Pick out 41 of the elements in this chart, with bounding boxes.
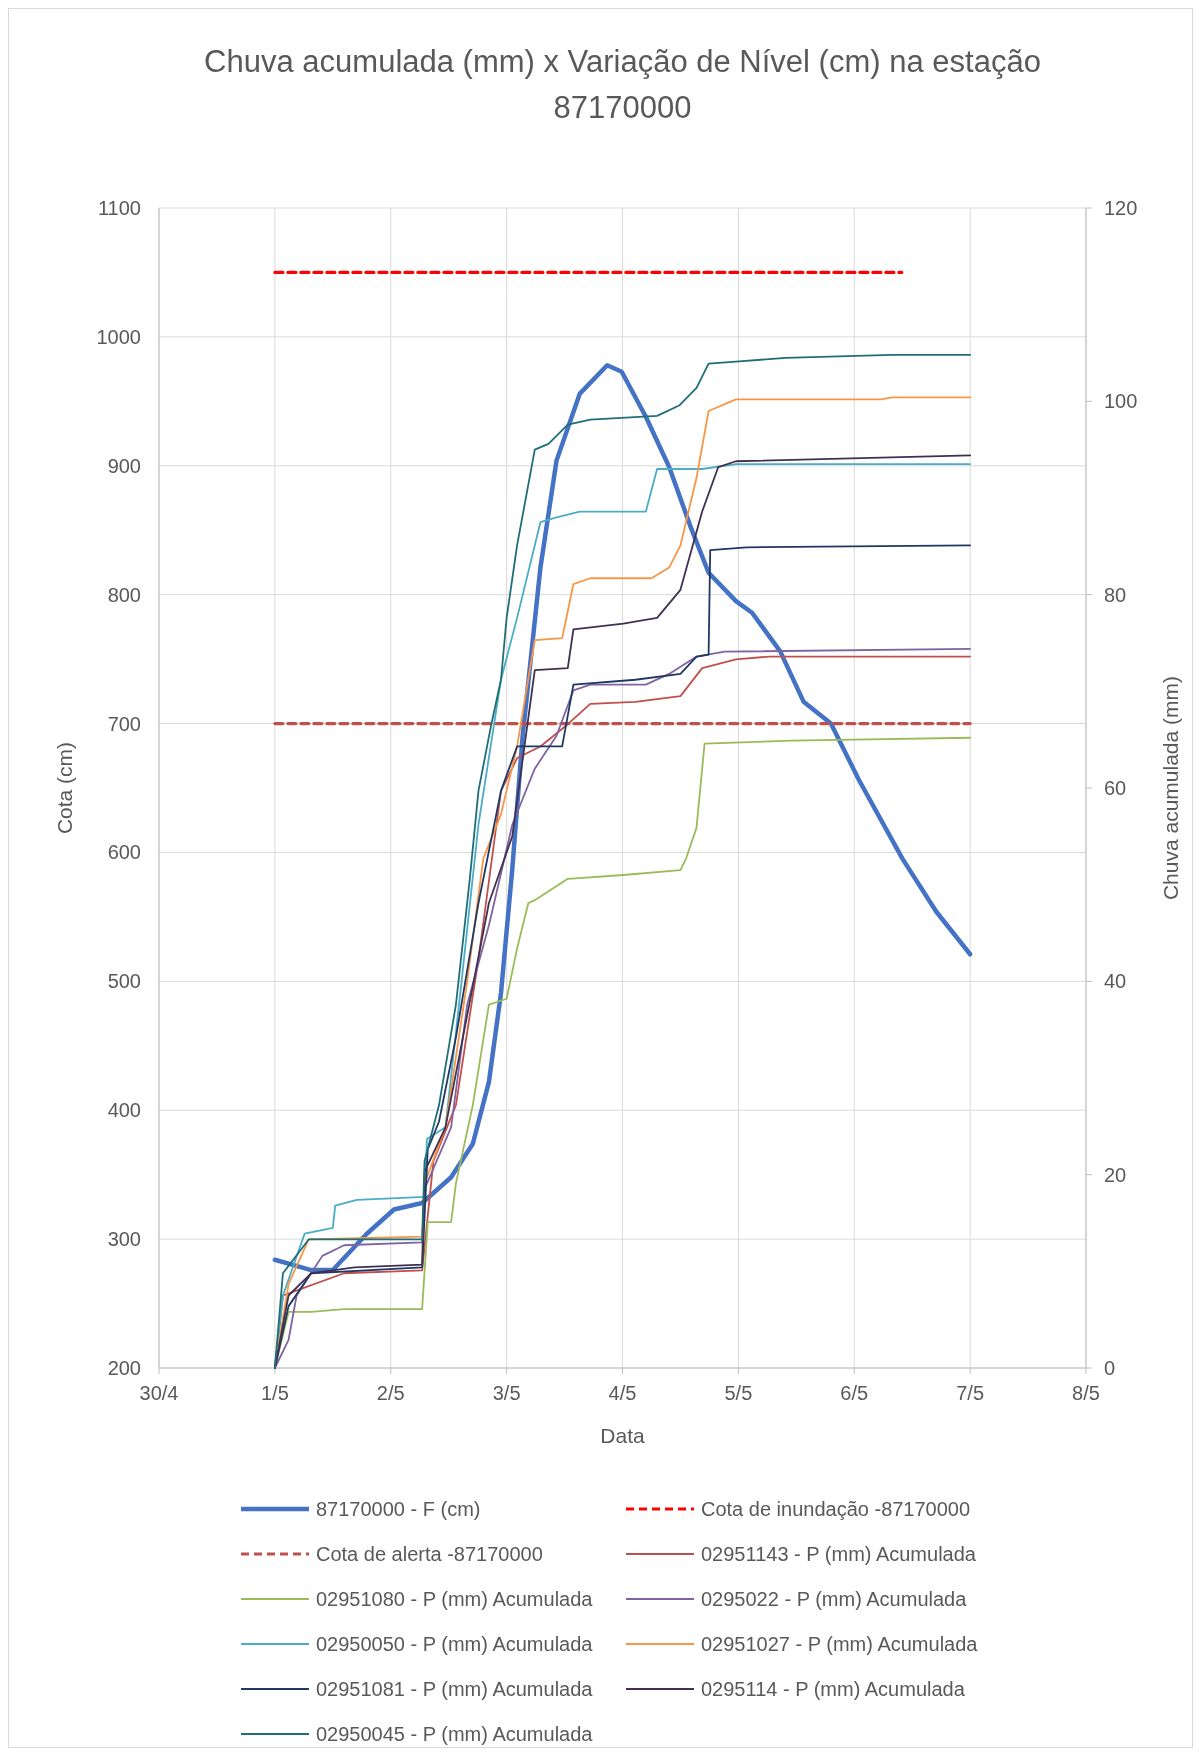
y-tick-label: 600 (107, 841, 141, 864)
legend-label: 02951080 - P (mm) Acumulada (316, 1588, 594, 1610)
y2-tick-label: 100 (1104, 390, 1138, 413)
legend-label: 02950045 - P (mm) Acumulada (316, 1723, 594, 1745)
y-tick-label: 500 (107, 970, 141, 993)
x-tick-label: 4/5 (608, 1382, 637, 1404)
legend-label: 02951143 - P (mm) Acumulada (701, 1543, 977, 1565)
y2-tick-label: 0 (1104, 1357, 1116, 1379)
y2-tick-label: 20 (1104, 1163, 1127, 1186)
x-tick-label: 6/5 (840, 1382, 869, 1404)
y-tick-label: 300 (107, 1228, 141, 1251)
x-tick-label: 3/5 (492, 1382, 521, 1404)
y-tick-label: 1000 (96, 325, 141, 348)
chart-title: Chuva acumulada (mm) x Variação de Nível (cm) na estação 87170000 (204, 44, 1041, 125)
legend-label: 02951027 - P (mm) Acumulada (701, 1633, 979, 1655)
y-tick-label: 700 (107, 712, 141, 735)
legend-label: 02951081 - P (mm) Acumulada (316, 1678, 594, 1700)
x-tick-label: 5/5 (724, 1382, 753, 1404)
y2-tick-label: 60 (1104, 777, 1127, 799)
y-axis-title: Cota (cm) (53, 741, 76, 835)
legend-label: 0295022 - P (mm) Acumulada (701, 1588, 968, 1610)
y-tick-label: 900 (107, 454, 141, 477)
y-tick-label: 400 (107, 1099, 141, 1122)
x-axis-title: Data (600, 1424, 645, 1447)
legend-label: Cota de inundação -87170000 (701, 1498, 971, 1520)
legend-label: 0295114 - P (mm) Acumulada (701, 1678, 966, 1700)
x-tick-label: 8/5 (1072, 1382, 1100, 1404)
x-tick-label: 30/4 (139, 1382, 179, 1404)
legend-label: 02950050 - P (mm) Acumulada (316, 1633, 594, 1655)
y2-tick-label: 120 (1104, 197, 1138, 219)
y2-tick-label: 40 (1104, 970, 1127, 993)
legend-label: Cota de alerta -87170000 (316, 1543, 543, 1565)
y-tick-label: 1100 (97, 197, 141, 219)
y-tick-label: 800 (107, 583, 141, 606)
x-tick-label: 2/5 (376, 1382, 405, 1404)
y2-axis-title: Chuva acumulada (mm) (1159, 675, 1182, 901)
x-tick-label: 7/5 (956, 1382, 985, 1404)
legend-label: 87170000 - F (cm) (316, 1498, 481, 1520)
y-tick-label: 200 (107, 1357, 141, 1379)
x-tick-label: 1/5 (260, 1382, 289, 1404)
y2-tick-label: 80 (1104, 583, 1127, 606)
